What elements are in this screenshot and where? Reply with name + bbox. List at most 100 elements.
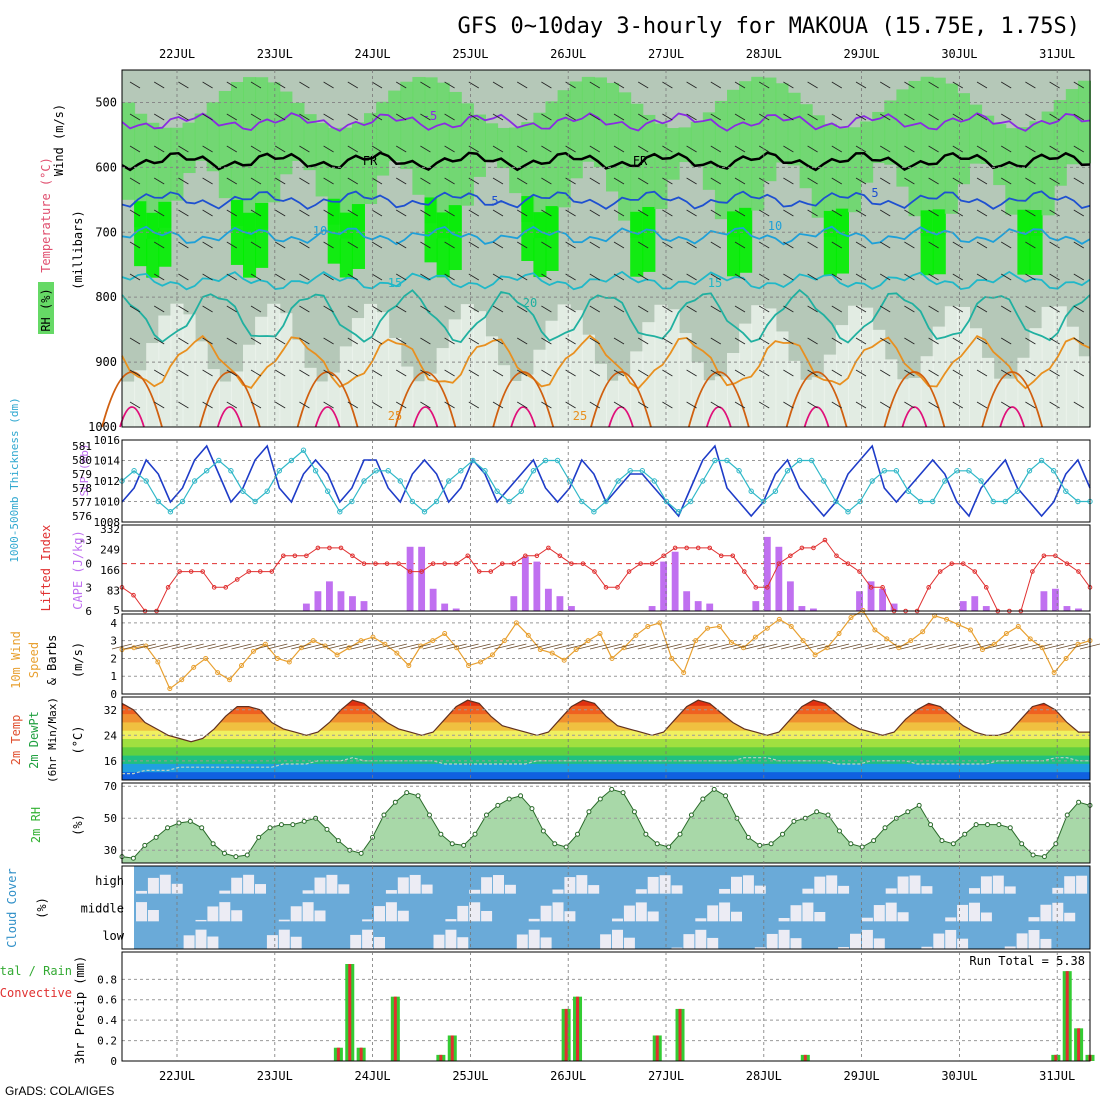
wind-barb [153,209,165,217]
wind-barb [153,401,165,409]
wind-barb [347,209,359,217]
wind-barb-10m [960,643,981,650]
wind-point [239,663,245,669]
wind-point [1039,645,1045,651]
cloud-cell [754,885,766,894]
rh-point [1007,825,1013,831]
li-point [419,569,424,574]
wind-barb [710,145,722,153]
wind-barb [952,305,964,313]
wind-barb [541,337,552,345]
wind-barb [565,401,576,409]
wind-barb [492,81,504,89]
rh-band [255,77,269,229]
li-point [257,569,263,574]
wind-barb [420,241,431,249]
slp-point [143,478,149,484]
cloud-cell [207,936,219,949]
wind-barb-10m [948,643,969,650]
wind-barb [129,369,141,377]
wind-barb [492,369,504,377]
y-labels: Wind (m/s) Temperature (°C) RH (%) (mill… [0,104,1085,1064]
contour-label: 10 [313,224,327,238]
wind-barb-10m [518,643,539,650]
wind-barb [347,369,359,377]
ylabel-cloud: Cloud Cover [5,868,19,947]
li-point [592,569,597,574]
y-tick-cape: 166 [100,564,120,577]
contour-label: -5 [423,109,437,123]
wind-barb [589,241,601,249]
wind-barb [395,177,407,185]
li-point [211,585,217,590]
rh-core [243,212,257,278]
wind-barb [565,337,576,345]
rh-band [194,113,208,161]
rh-dry-low [920,356,934,427]
wind-barb-10m [685,643,706,650]
wind-barb-10m [793,643,814,650]
y-tick-wind: 3 [110,635,117,648]
y-tick-li: 0 [85,558,92,571]
wind-barb [371,145,383,153]
wind-barb [468,145,480,153]
wind-barb [299,273,310,281]
isotherm-arch [981,371,1044,428]
wind-barb [299,401,310,409]
wind-barb [274,241,286,249]
wind-point [920,629,926,635]
wind-barb [855,209,867,217]
rh-point [165,825,171,831]
cloud-cell [421,884,433,894]
wind-barb [710,177,722,185]
cloud-cell [314,910,326,922]
li-point [523,553,528,559]
rh-point [882,825,888,831]
y-tick-rh: 50 [104,812,117,825]
cloud-cell [921,886,933,894]
wind-barb-10m [422,643,443,650]
dewpoint-line [122,757,1090,775]
rh-point [859,844,865,850]
precip-conv-bar [393,996,397,1061]
ylabel-cape: CAPE (J/kg) [71,530,85,609]
cloud-level-high: high [95,874,124,888]
rh-band [751,76,765,211]
slp-point [833,498,839,505]
rh-point [199,825,205,831]
y-tick-cape: 5 [113,604,120,617]
wind-barb-10m [350,643,372,650]
y-tick-thickness: 579 [72,468,92,481]
wind-barb [662,401,673,409]
rh-dry-low [182,314,196,427]
cloud-cell [647,911,659,922]
cloud-cell [838,947,850,949]
li-point [453,561,459,566]
rh-band [618,92,632,221]
cloud-cell [302,902,314,922]
temp-band [122,746,1090,756]
wind-barb [831,113,843,121]
wind-barb [783,273,794,281]
wind-barb [516,369,528,377]
wind-barb [855,305,867,313]
rh-point [449,841,455,847]
li-point [499,561,505,566]
wind-barb [831,145,843,153]
cloud-cell [695,929,707,949]
rh-band [714,100,728,220]
wind-point [561,657,567,663]
date-label-bottom: 27JUL [648,1069,684,1083]
wind-barb [613,369,625,377]
ylabel-temp: Temperature (°C) [39,157,53,273]
wind-barb [1073,145,1085,153]
cape-bar [648,606,656,611]
rh-core [134,201,148,267]
wind-barb [274,273,286,281]
wind-point [155,659,161,665]
wind-barb [444,273,455,281]
wind-barb [686,337,697,345]
wind-barb [226,401,238,409]
wind-barb [662,305,673,313]
cape-bar [568,606,575,611]
